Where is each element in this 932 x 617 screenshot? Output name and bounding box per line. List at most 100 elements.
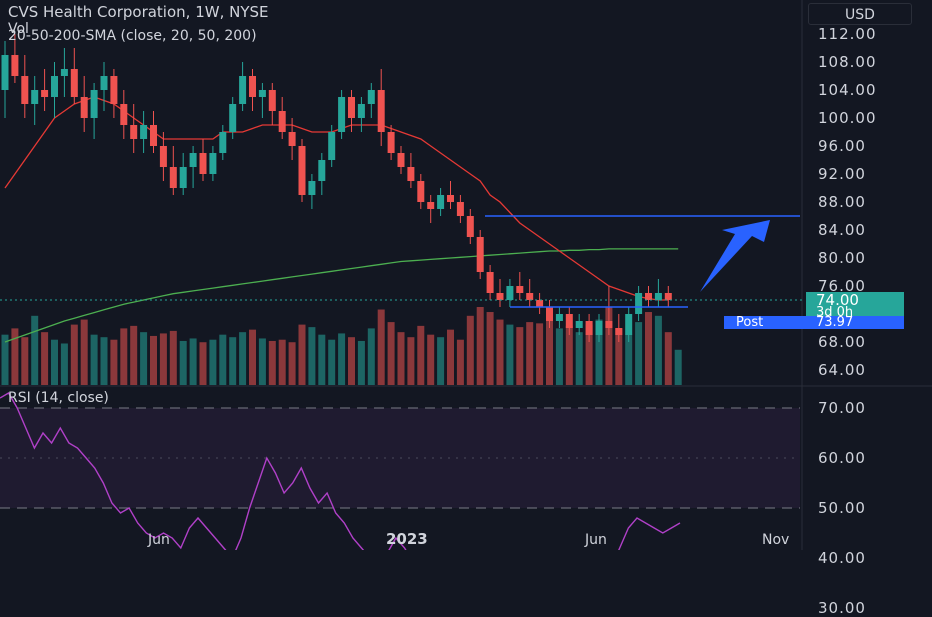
- volume-bar: [288, 342, 296, 385]
- volume-bar: [496, 319, 504, 385]
- candle-body: [615, 328, 623, 335]
- rsi-curve: [0, 392, 681, 550]
- candle-body: [219, 132, 227, 153]
- candle-body: [546, 307, 553, 321]
- volume-bar: [90, 334, 98, 385]
- price-chart[interactable]: [0, 0, 932, 550]
- candle-body: [278, 111, 286, 132]
- time-label-nov: Nov: [762, 532, 790, 548]
- candle-body: [536, 300, 544, 307]
- volume-bar: [41, 332, 49, 385]
- candle-body: [526, 293, 534, 300]
- chart-title: CVS Health Corporation, 1W, NYSE: [8, 3, 269, 21]
- candle-body: [506, 286, 514, 300]
- volume-bar: [278, 339, 286, 385]
- candle-body: [70, 69, 78, 97]
- candle-body: [466, 216, 474, 237]
- price-tick-label: 108.00: [818, 53, 877, 71]
- price-tick-label: 68.00: [818, 333, 866, 351]
- volume-bar: [179, 340, 187, 385]
- volume-bar: [466, 315, 474, 385]
- candle-body: [486, 272, 494, 293]
- post-price: 73.97: [816, 315, 854, 330]
- candle-body: [120, 104, 128, 125]
- price-tick-label: 100.00: [818, 109, 877, 127]
- volume-bar: [11, 328, 19, 385]
- volume-bar: [546, 315, 553, 385]
- candle-body: [308, 181, 316, 195]
- volume-bar: [536, 323, 544, 385]
- volume-bar: [456, 339, 464, 385]
- candle-body: [367, 90, 375, 104]
- volume-bar: [1, 334, 9, 385]
- volume-bar: [140, 332, 148, 385]
- volume-bar: [249, 329, 256, 385]
- sma-200-line: [4, 248, 679, 343]
- candle-body: [41, 90, 49, 97]
- rsi-tick-label: 60.00: [818, 449, 866, 467]
- price-tick-label: 104.00: [818, 81, 877, 99]
- price-tick-label: 64.00: [818, 361, 866, 379]
- volume-bar: [615, 328, 623, 385]
- candle-body: [387, 132, 395, 153]
- candle-body: [189, 153, 197, 167]
- candle-body: [249, 76, 256, 97]
- volume-bar: [437, 337, 445, 385]
- candle-body: [664, 293, 672, 300]
- candle-body: [516, 286, 524, 293]
- volume-bars: [1, 307, 682, 385]
- volume-bar: [80, 319, 88, 385]
- volume-bar: [526, 322, 534, 385]
- volume-bar: [100, 337, 108, 385]
- candle-body: [496, 293, 504, 300]
- candle-body: [60, 69, 68, 76]
- volume-bar: [298, 324, 306, 385]
- candle-body: [288, 132, 296, 146]
- candle-body: [328, 132, 336, 160]
- candle-body: [456, 202, 464, 216]
- currency-button[interactable]: USD: [808, 3, 912, 25]
- volume-bar: [397, 332, 405, 385]
- candle-body: [298, 146, 306, 195]
- moving-averages: [4, 96, 679, 343]
- candle-body: [169, 167, 177, 188]
- rsi-tick-label: 50.00: [818, 499, 866, 517]
- candle-body: [110, 76, 118, 104]
- rsi-label: RSI (14, close): [8, 390, 109, 406]
- candle-body: [21, 76, 29, 104]
- candle-body: [51, 76, 58, 97]
- volume-bar: [189, 338, 197, 385]
- volume-bar: [476, 307, 484, 385]
- time-label-jun-2023: Jun: [585, 532, 607, 548]
- volume-bar: [635, 322, 643, 385]
- candle-body: [397, 153, 405, 167]
- post-label: Post: [736, 315, 764, 330]
- rsi-line: [0, 392, 681, 550]
- volume-bar: [130, 325, 138, 385]
- up-arrow-drawing[interactable]: [700, 220, 770, 292]
- volume-bar: [664, 332, 672, 385]
- price-tick-label: 96.00: [818, 137, 866, 155]
- volume-bar: [328, 339, 336, 385]
- candle-body: [605, 321, 613, 328]
- volume-bar: [31, 315, 39, 385]
- rsi-tick-label: 70.00: [818, 399, 866, 417]
- volume-bar: [268, 340, 276, 385]
- volume-bar: [169, 330, 177, 385]
- candle-body: [377, 90, 385, 132]
- candlesticks: [1, 34, 672, 342]
- post-market-tag: Post 73.97: [724, 316, 904, 329]
- candle-body: [595, 321, 603, 335]
- candle-body: [268, 90, 276, 111]
- volume-bar: [377, 309, 385, 385]
- price-tick-label: 92.00: [818, 165, 866, 183]
- candle-body: [159, 146, 167, 167]
- volume-bar: [605, 307, 613, 385]
- candle-body: [348, 97, 355, 118]
- candle-body: [338, 97, 346, 132]
- volume-bar: [338, 333, 346, 385]
- horizontal-levels[interactable]: [485, 215, 800, 308]
- candle-body: [357, 104, 365, 118]
- price-tick-label: 112.00: [818, 25, 877, 43]
- sma-label: 20-50-200-SMA (close, 20, 50, 200): [8, 28, 257, 44]
